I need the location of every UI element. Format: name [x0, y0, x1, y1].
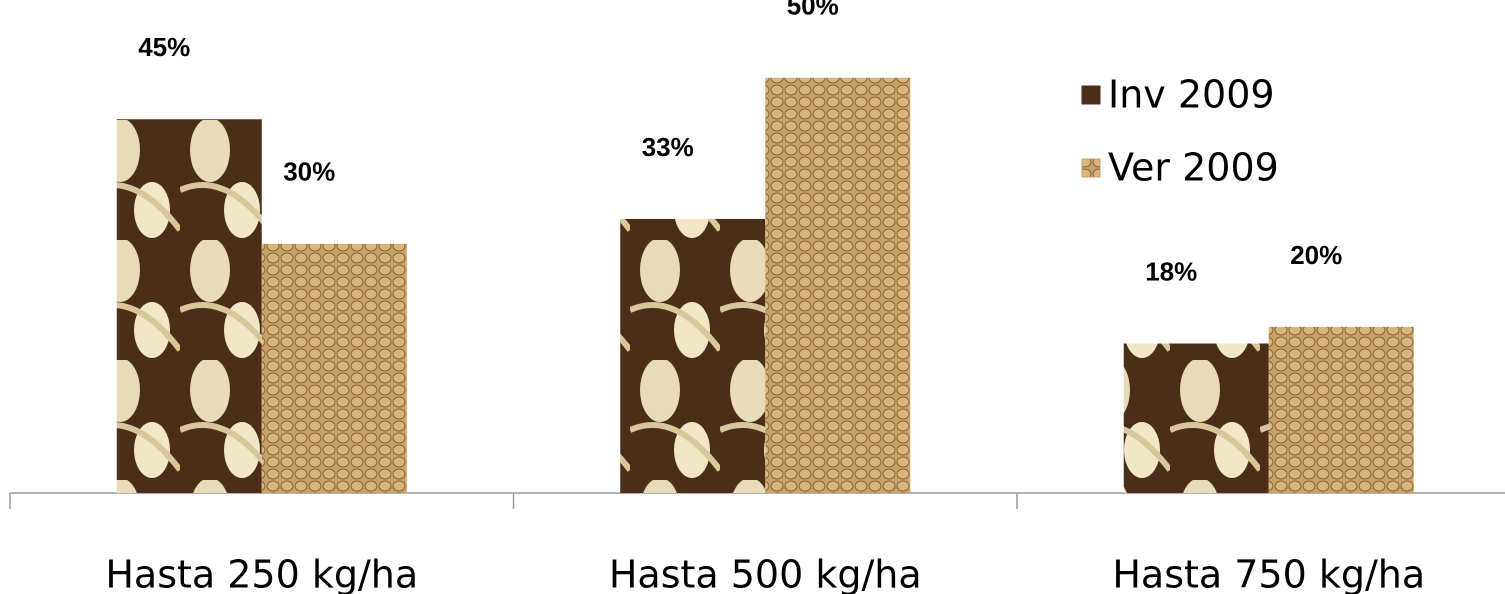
legend-label: Inv 2009 [1108, 73, 1275, 117]
legend-swatch [1081, 85, 1101, 105]
value-label: 45% [138, 32, 190, 62]
bar [116, 119, 262, 494]
value-label: 30% [283, 157, 335, 187]
legend-swatch [1081, 158, 1101, 178]
value-label: 50% [787, 0, 839, 21]
value-label: 20% [1290, 240, 1342, 270]
bar [620, 218, 766, 494]
legend-label: Ver 2009 [1108, 146, 1279, 190]
value-label: 18% [1145, 256, 1197, 286]
bar [261, 243, 407, 493]
bar [765, 77, 911, 494]
x-tick-label: Hasta 500 kg/ha [609, 553, 922, 594]
x-tick-label: Hasta 250 kg/ha [105, 553, 418, 594]
x-tick-label: Hasta 750 kg/ha [1112, 553, 1425, 594]
bar [1268, 326, 1414, 493]
bar [1123, 343, 1269, 493]
value-label: 33% [642, 132, 694, 162]
